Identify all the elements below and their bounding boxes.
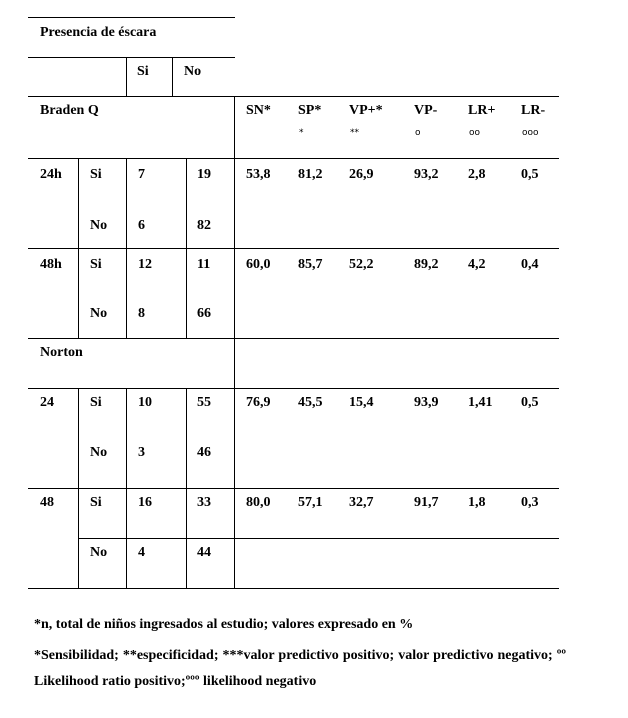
stat-value: 4,2 [468,257,486,272]
cell-no-count: 11 [197,257,211,272]
row-si-label: Si [90,167,102,182]
stat-value: 85,7 [298,257,323,272]
rule [28,96,559,97]
cell-si-count: 12 [138,257,152,272]
stat-value: 0,5 [521,167,539,182]
stat-value: 53,8 [246,167,271,182]
stat-value: 76,9 [246,395,271,410]
rule [28,17,235,18]
cell-si-count: 3 [138,445,145,460]
cell-si-count: 8 [138,306,145,321]
cell-no-count: 46 [197,445,211,460]
rule [234,96,235,588]
stat-value: 57,1 [298,495,323,510]
stat-value: 93,9 [414,395,439,410]
rule [28,338,559,339]
stat-header-mark: ooo [522,128,539,138]
row-time-label: 48h [40,257,62,272]
section-norton: Norton [40,345,83,360]
row-no-label: No [90,306,108,321]
cell-si-count: 10 [138,395,152,410]
col-header-si: Si [137,64,149,79]
stat-header-label: VP- [414,103,438,118]
stat-value: 60,0 [246,257,271,272]
rule [186,388,187,588]
row-time-label: 24h [40,167,62,182]
stat-value: 2,8 [468,167,486,182]
cell-no-count: 44 [197,545,211,560]
stat-value: 1,41 [468,395,493,410]
stat-value: 0,5 [521,395,539,410]
stat-value: 81,2 [298,167,323,182]
stat-header-mark: * [299,128,304,138]
cell-si-count: 4 [138,545,145,560]
cell-no-count: 19 [197,167,211,182]
stat-header-label: LR+ [468,103,496,118]
stat-value: 45,5 [298,395,323,410]
row-no-label: No [90,218,108,233]
stat-header-mark: oo [469,128,481,138]
rule [78,388,79,588]
row-si-label: Si [90,495,102,510]
stat-header-label: LR- [521,103,546,118]
stat-value: 1,8 [468,495,486,510]
rule [28,158,559,159]
stat-header-mark: o [415,128,421,138]
rule [126,388,127,588]
rule [28,588,559,589]
cell-no-count: 82 [197,218,211,233]
rule [172,57,173,96]
rule [186,158,187,338]
stat-header-label: SP* [298,103,322,118]
stat-value: 0,3 [521,495,539,510]
rule [28,488,559,489]
rule [78,158,79,338]
cell-no-count: 55 [197,395,211,410]
rule [28,248,559,249]
stat-value: 80,0 [246,495,271,510]
footnote-1: *n, total de niños ingresados al estudio… [34,617,414,632]
stat-value: 0,4 [521,257,539,272]
rule [28,57,235,58]
footnote-2: *Sensibilidad; **especificidad; ***valor… [34,648,566,689]
col-header-no: No [184,64,202,79]
section-braden: Braden Q [40,103,99,118]
row-no-label: No [90,445,108,460]
cell-si-count: 6 [138,218,145,233]
cell-no-count: 66 [197,306,211,321]
stat-header-mark: ** [350,128,359,138]
row-si-label: Si [90,395,102,410]
cell-si-count: 7 [138,167,145,182]
stat-value: 89,2 [414,257,439,272]
stat-value: 32,7 [349,495,374,510]
cell-si-count: 16 [138,495,152,510]
rule [126,158,127,338]
stat-value: 26,9 [349,167,374,182]
row-si-label: Si [90,257,102,272]
stat-value: 93,2 [414,167,439,182]
table-title: Presencia de éscara [40,25,157,40]
rule [28,388,559,389]
row-time-label: 24 [40,395,54,410]
stat-header-label: SN* [246,103,271,118]
rule [78,538,559,539]
stat-value: 15,4 [349,395,374,410]
stat-value: 52,2 [349,257,374,272]
cell-no-count: 33 [197,495,211,510]
stat-header-label: VP+* [349,103,383,118]
rule [126,57,127,96]
row-time-label: 48 [40,495,54,510]
stat-value: 91,7 [414,495,439,510]
row-no-label: No [90,545,108,560]
